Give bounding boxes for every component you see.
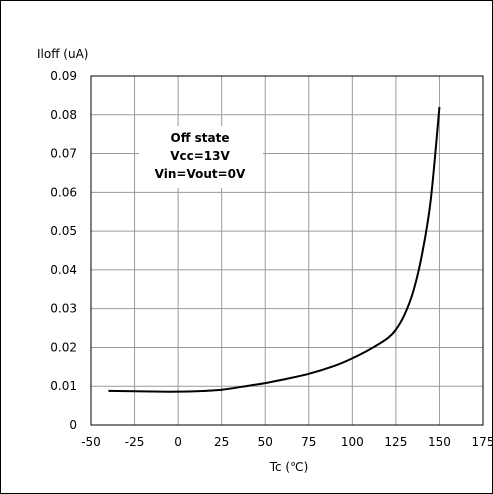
x-tick-label: 150 bbox=[428, 435, 451, 449]
series-line bbox=[108, 106, 441, 393]
plot-area bbox=[90, 75, 484, 426]
y-tick-label: 0.04 bbox=[50, 263, 77, 277]
y-axis-label: Iloff (uA) bbox=[37, 47, 88, 61]
x-tick-label: -50 bbox=[81, 435, 101, 449]
x-tick-label: 100 bbox=[341, 435, 364, 449]
x-tick-label: 0 bbox=[174, 435, 182, 449]
series-layer bbox=[108, 106, 441, 393]
x-tick-label: 25 bbox=[214, 435, 229, 449]
x-tick-labels: -50 -25 0 25 50 75 100 125 150 175 bbox=[81, 435, 492, 449]
x-tick-label: 50 bbox=[258, 435, 273, 449]
annotation-line-2: Vcc=13V bbox=[170, 149, 230, 163]
y-tick-label: 0.08 bbox=[50, 108, 77, 122]
y-tick-label: 0.09 bbox=[50, 69, 77, 83]
annotation-line-1: Off state bbox=[171, 131, 230, 145]
x-axis-label: Tc (℃) bbox=[269, 460, 309, 474]
x-tick-label: 125 bbox=[384, 435, 407, 449]
annotation-box: Off state Vcc=13V Vin=Vout=0V bbox=[139, 126, 263, 188]
x-tick-label: 175 bbox=[472, 435, 492, 449]
y-tick-label: 0.03 bbox=[50, 302, 77, 316]
y-tick-label: 0.05 bbox=[50, 224, 77, 238]
y-tick-label: 0 bbox=[69, 418, 77, 432]
x-tick-label: 75 bbox=[301, 435, 316, 449]
annotation-background bbox=[139, 126, 263, 188]
grid-horizontal-lines bbox=[91, 114, 483, 387]
x-tick-label: -25 bbox=[125, 435, 145, 449]
y-tick-label: 0.06 bbox=[50, 185, 77, 199]
y-tick-labels: 0 0.01 0.02 0.03 0.04 0.05 0.06 0.07 0.08 0.09 bbox=[50, 69, 77, 432]
y-tick-label: 0.07 bbox=[50, 147, 77, 161]
y-tick-label: 0.02 bbox=[50, 340, 77, 354]
y-tick-label: 0.01 bbox=[50, 379, 77, 393]
annotation-line-3: Vin=Vout=0V bbox=[155, 167, 246, 181]
